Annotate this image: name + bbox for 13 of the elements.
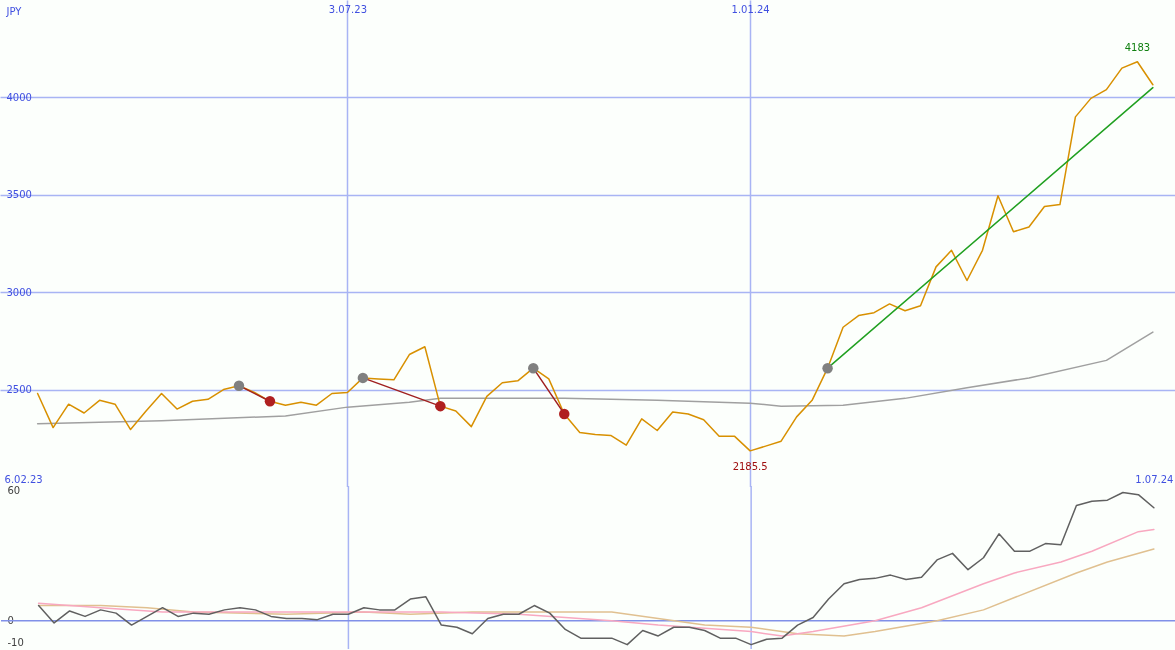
annotation: 4183 [1124, 41, 1151, 53]
y-tick-label: 4000 [6, 91, 32, 103]
y-tick-label: 60 [7, 484, 21, 496]
y-tick-label: 3500 [6, 189, 32, 201]
x-tick-label: 6.02.23 [4, 473, 43, 485]
x-tick-label: 1.07.24 [1135, 473, 1174, 485]
x-tick-label: 3.07.23 [328, 3, 367, 15]
y-tick-label: -10 [7, 636, 24, 648]
y-tick-label: 2500 [6, 384, 32, 396]
x-tick-label: 1.01.24 [731, 3, 770, 15]
annotation: 2185.5 [732, 460, 768, 472]
y-tick-label: 3000 [6, 286, 32, 298]
y-axis-title: JPY [5, 5, 23, 17]
